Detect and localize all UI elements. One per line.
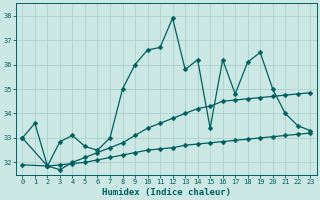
X-axis label: Humidex (Indice chaleur): Humidex (Indice chaleur): [102, 188, 231, 197]
